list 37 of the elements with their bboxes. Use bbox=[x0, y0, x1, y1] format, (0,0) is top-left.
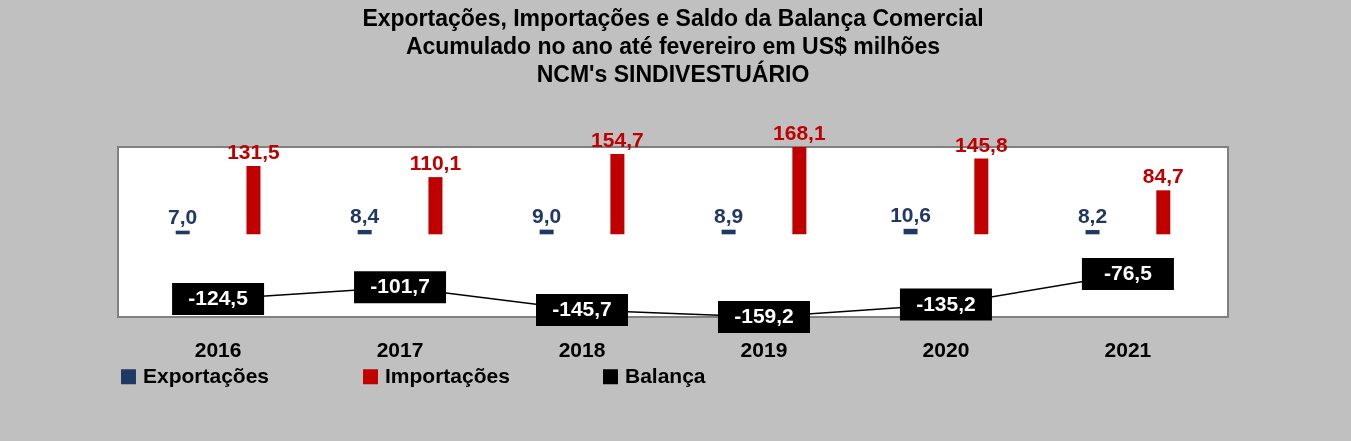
data-label: -145,7 bbox=[552, 296, 612, 320]
data-label: -159,2 bbox=[734, 304, 794, 327]
x-tick-label: 2017 bbox=[376, 337, 424, 361]
data-label: 7,0 bbox=[168, 204, 198, 228]
bar bbox=[903, 228, 918, 235]
x-tick-label: 2020 bbox=[922, 337, 970, 361]
bar bbox=[246, 166, 261, 235]
bar bbox=[974, 158, 989, 235]
bar bbox=[610, 153, 625, 235]
x-tick-label: 2018 bbox=[558, 337, 606, 361]
legend-label: Balança bbox=[625, 363, 706, 387]
data-label: -76,5 bbox=[1103, 261, 1153, 285]
bar bbox=[357, 229, 372, 235]
legend-label: Importações bbox=[385, 363, 510, 387]
bar bbox=[792, 147, 807, 235]
data-label: 9,0 bbox=[532, 203, 562, 227]
bar bbox=[1156, 190, 1171, 235]
data-label: 168,1 bbox=[773, 121, 826, 144]
x-tick-label: 2019 bbox=[740, 337, 788, 361]
data-label: -124,5 bbox=[188, 285, 249, 309]
x-tick-label: 2021 bbox=[1104, 337, 1152, 361]
bar bbox=[428, 177, 443, 235]
bar bbox=[1085, 230, 1100, 235]
data-label: 10,6 bbox=[890, 202, 932, 226]
legend-label: Exportações bbox=[143, 363, 270, 387]
data-label: 131,5 bbox=[227, 140, 281, 164]
data-label: 8,2 bbox=[1077, 204, 1108, 228]
chart-title: Exportações, Importações e Saldo da Balança Comercial Acumulado no ano até fevereiro em US$ milhões NCM's SINDIVESTUÁRIO bbox=[362, 5, 984, 87]
data-label: 145,8 bbox=[955, 132, 1008, 156]
x-tick-label: 2016 bbox=[194, 337, 242, 361]
data-label: 8,9 bbox=[714, 203, 744, 227]
data-label: 154,7 bbox=[591, 127, 644, 151]
data-label: 110,1 bbox=[409, 151, 462, 175]
data-label: -101,7 bbox=[370, 274, 430, 298]
data-label: -135,2 bbox=[916, 291, 976, 315]
data-label: 84,7 bbox=[1142, 164, 1184, 188]
data-label: 8,4 bbox=[350, 203, 380, 227]
